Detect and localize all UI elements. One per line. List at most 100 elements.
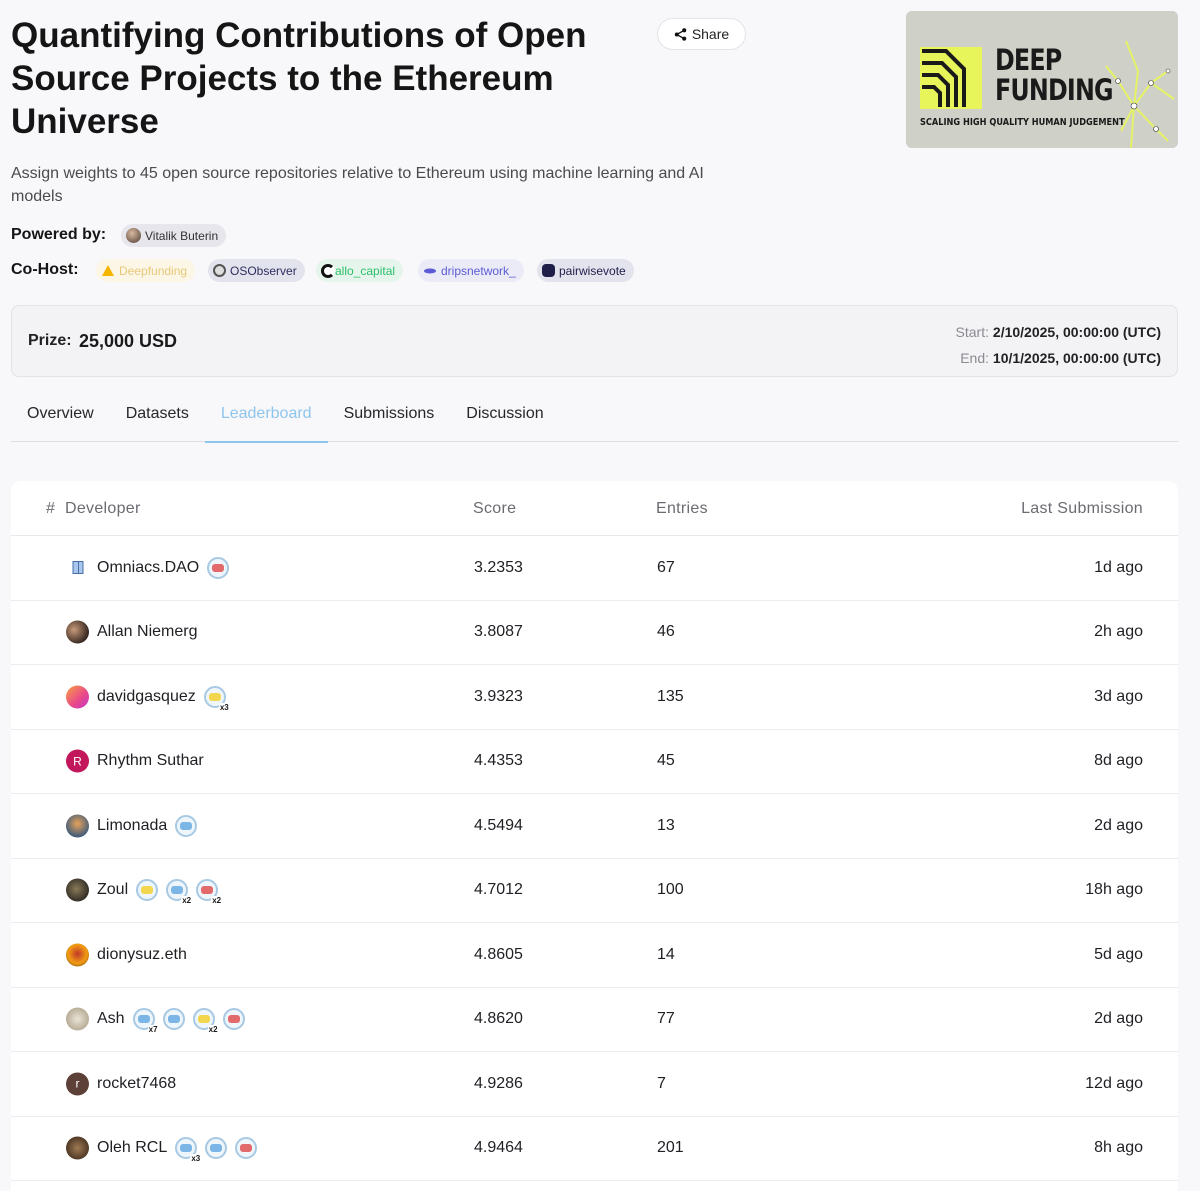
table-row[interactable]: Ash x7 x2 4.8620 77 2d ago	[11, 988, 1178, 1052]
developer-cell: Omniacs.DAO	[97, 556, 230, 579]
entries: 67	[657, 558, 675, 576]
developer-cell: Ash x7 x2	[97, 1008, 245, 1035]
cohost-name: allo_capital	[335, 263, 396, 278]
avatar	[126, 228, 141, 243]
leaderboard-table: # Developer Score Entries Last Submissio…	[11, 481, 1178, 1191]
table-row[interactable]: Omniacs.DAO 3.2353 67 1d ago	[11, 536, 1178, 601]
entries: 100	[657, 881, 684, 899]
avatar	[66, 878, 89, 902]
score: 4.9464	[474, 1139, 523, 1157]
developer-name[interactable]: Allan Niemerg	[97, 623, 198, 641]
banner-title-line2: FUNDING	[995, 73, 1114, 107]
developer-name[interactable]: Rhythm Suthar	[97, 752, 204, 770]
avatar	[66, 1007, 89, 1031]
banner-tagline: SCALING HIGH QUALITY HUMAN JUDGEMENT	[920, 117, 1125, 128]
powered-by-chip[interactable]: Vitalik Buterin	[121, 224, 227, 247]
avatar	[66, 943, 89, 967]
score: 3.8087	[474, 623, 523, 641]
cohost-name: dripsnetwork_	[441, 263, 516, 278]
tab-discussion[interactable]: Discussion	[466, 405, 544, 422]
entries: 13	[657, 816, 675, 834]
entries: 7	[657, 1074, 666, 1092]
last-submission: 8h ago	[1094, 1139, 1143, 1157]
developer-name[interactable]: dionysuz.eth	[97, 945, 187, 963]
badge-multiplier: x3	[190, 1154, 202, 1164]
table-row[interactable]: Oleh RCL x3 4.9464 201 8h ago	[11, 1117, 1178, 1181]
cohost-chip-deepfunding[interactable]: Deepfunding	[96, 259, 196, 282]
developer-name[interactable]: Ash	[97, 1010, 125, 1028]
developer-cell: Rhythm Suthar	[97, 752, 204, 770]
score: 4.4353	[474, 752, 523, 770]
col-last-submission: Last Submission	[1021, 500, 1143, 517]
tab-datasets[interactable]: Datasets	[125, 405, 189, 422]
tab-overview[interactable]: Overview	[27, 405, 94, 422]
cohost-chip-dripsnetwork[interactable]: dripsnetwork_	[418, 259, 524, 282]
avatar	[66, 685, 89, 709]
cohost-label: Co-Host:	[11, 261, 79, 278]
pairwise-logo-icon	[542, 264, 555, 277]
badge-icon: x2	[192, 1008, 219, 1035]
last-submission: 3d ago	[1094, 687, 1143, 705]
deepfunding-logo-icon	[102, 265, 114, 276]
badge-icon	[136, 879, 159, 902]
badge-icon	[205, 1137, 228, 1160]
score: 4.8605	[474, 945, 523, 963]
badge-multiplier: x2	[207, 1025, 219, 1035]
entries: 14	[657, 945, 675, 963]
developer-cell: rocket7468	[97, 1075, 176, 1093]
share-button[interactable]: Share	[657, 18, 746, 50]
developer-cell: Allan Niemerg	[97, 623, 197, 641]
table-row[interactable]: Limonada 4.5494 13 2d ago	[11, 794, 1178, 859]
table-row[interactable]: r rocket7468 4.9286 7 12d ago	[11, 1052, 1178, 1117]
badge-icon: x2	[196, 879, 223, 906]
table-row[interactable]: Zoul x2 x2 4.7012 100 18h ago	[11, 859, 1178, 923]
score: 4.7012	[474, 881, 523, 899]
prize-value: 25,000 USD	[79, 331, 178, 351]
score: 3.9323	[474, 687, 523, 705]
cohost-chip-pairwisevote[interactable]: pairwisevote	[537, 259, 634, 282]
cohost-chip-osobserver[interactable]: OSObserver	[208, 259, 305, 282]
table-row[interactable]: Allan Niemerg 3.8087 46 2h ago	[11, 601, 1178, 665]
drips-logo-icon	[424, 268, 436, 273]
developer-name[interactable]: Zoul	[97, 881, 129, 899]
developer-name[interactable]: Omniacs.DAO	[97, 558, 200, 576]
share-icon	[674, 27, 687, 41]
table-row[interactable]: davidgasquez x3 3.9323 135 3d ago	[11, 665, 1178, 730]
last-submission: 5d ago	[1094, 945, 1143, 963]
last-submission: 8d ago	[1094, 752, 1143, 770]
developer-name[interactable]: Limonada	[97, 816, 168, 834]
table-row[interactable]: R Rhythm Suthar 4.4353 45 8d ago	[11, 730, 1178, 794]
developer-name[interactable]: Oleh RCL	[97, 1139, 168, 1157]
banner-title-line1: DEEP	[995, 43, 1062, 77]
col-score: Score	[473, 500, 517, 517]
developer-name[interactable]: davidgasquez	[97, 687, 196, 705]
avatar	[66, 1136, 89, 1160]
entries: 45	[657, 752, 675, 770]
badge-icon	[207, 556, 230, 579]
developer-name[interactable]: rocket7468	[97, 1074, 177, 1092]
badge-icon	[162, 1008, 185, 1031]
date-range: Start: 2/10/2025, 00:00:00 (UTC) End: 10…	[956, 319, 1161, 371]
badge-multiplier: x2	[211, 896, 223, 906]
col-rank: #	[46, 500, 56, 517]
entries: 135	[657, 687, 684, 705]
score: 3.2353	[474, 558, 523, 576]
allo-logo-icon	[321, 263, 335, 278]
last-submission: 12d ago	[1085, 1074, 1143, 1092]
cohost-chip-allo-capital[interactable]: allo_capital	[316, 259, 404, 282]
cohost-name: OSObserver	[230, 263, 297, 278]
table-row[interactable]: dionysuz.eth 4.8605 14 5d ago	[11, 923, 1178, 988]
developer-cell: dionysuz.eth	[97, 946, 187, 964]
developer-cell: davidgasquez x3	[97, 685, 230, 712]
col-entries: Entries	[656, 500, 708, 517]
tab-leaderboard[interactable]: Leaderboard	[204, 393, 328, 443]
cohost-name: Deepfunding	[119, 263, 188, 278]
col-developer: Developer	[65, 500, 141, 517]
powered-by-label: Powered by:	[11, 226, 107, 243]
developer-cell: Zoul x2 x2	[97, 879, 223, 906]
competition-description: Assign weights to 45 open source reposit…	[11, 165, 704, 205]
avatar	[66, 620, 89, 644]
entries: 46	[657, 623, 675, 641]
tab-submissions[interactable]: Submissions	[343, 405, 435, 422]
avatar: R	[66, 749, 89, 773]
